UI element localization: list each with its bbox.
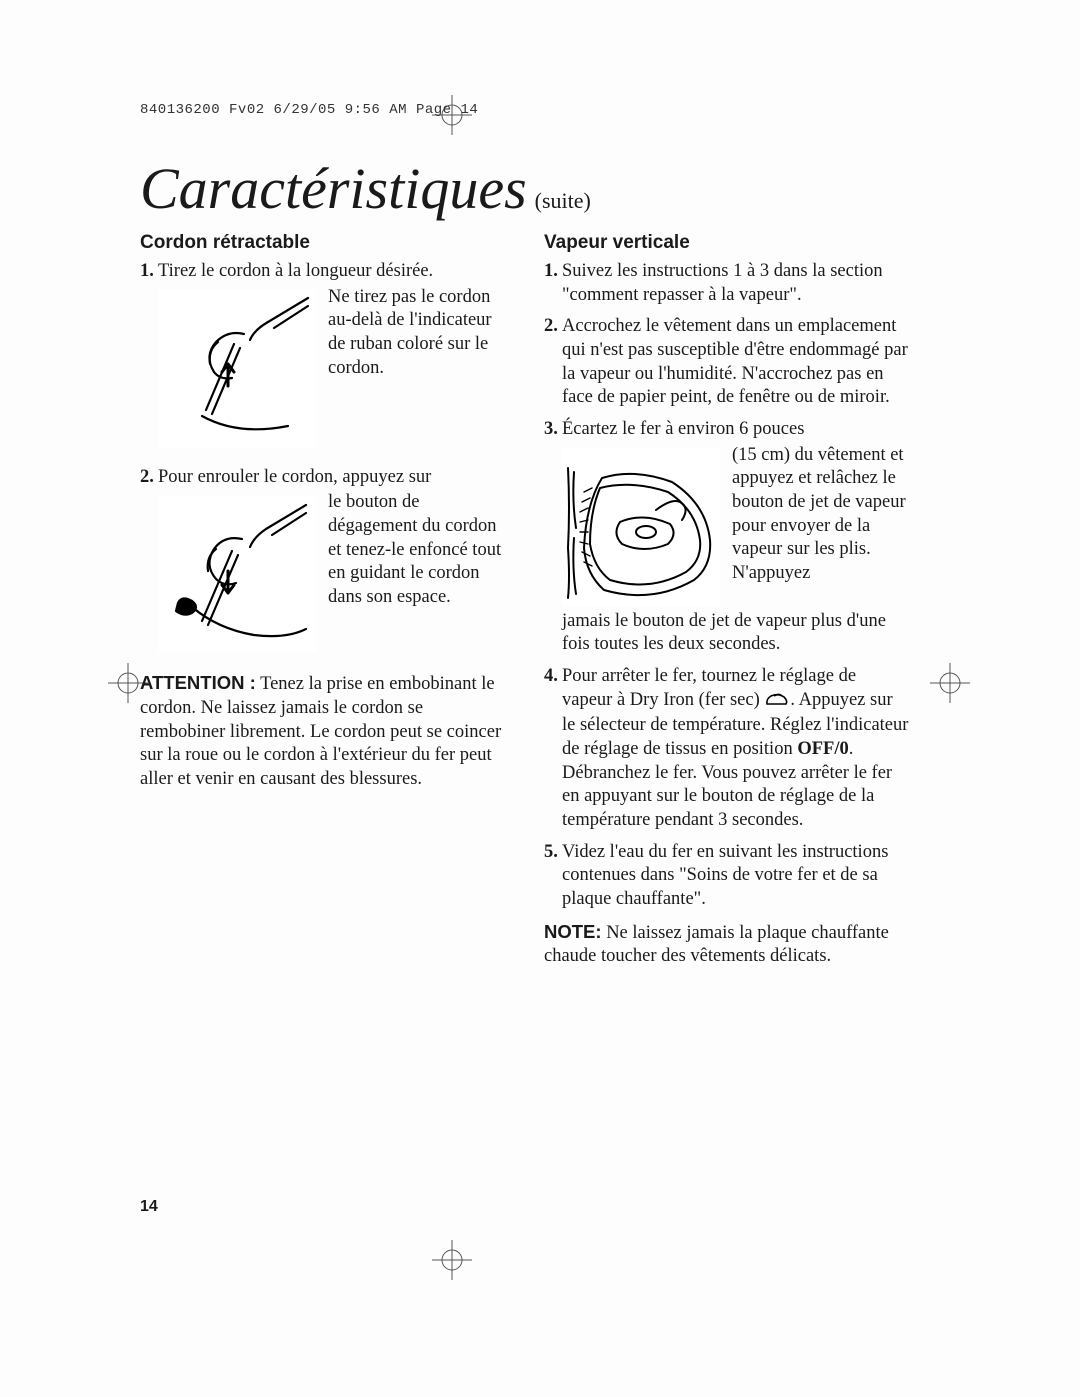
left-item1-wrap: Ne tirez pas le cordon au-delà de l'indi… <box>328 287 492 378</box>
left-column: Cordon rétractable 1. Tirez le cordon à … <box>140 232 506 977</box>
right-item3-tail: jamais le bouton de jet de vapeur plus d… <box>562 611 886 655</box>
right-item-5: 5. Videz l'eau du fer en suivant les ins… <box>544 841 910 912</box>
left-attention: ATTENTION : Tenez la prise en embobinant… <box>140 671 506 791</box>
right-item1-text: Suivez les instructions 1 à 3 dans la se… <box>562 260 910 307</box>
crop-mark-bottom <box>432 1240 472 1280</box>
right-column: Vapeur verticale 1. Suivez les instructi… <box>544 232 910 977</box>
left-item2-lead: Pour enrouler le cordon, appuyez sur <box>158 467 431 487</box>
list-number: 1. <box>544 260 562 307</box>
list-number: 2. <box>544 315 562 410</box>
left-item1-lead: Tirez le cordon à la longueur désirée. <box>158 261 433 281</box>
right-item4-off: OFF/0 <box>797 739 848 759</box>
right-item-3: 3. Écartez le fer à environ 6 pouces <box>544 418 910 657</box>
left-item-2: 2. Pour enrouler le cordon, appuyez sur <box>140 466 506 658</box>
title-main: Caractéristiques <box>140 156 527 221</box>
prepress-header: 840136200 Fv02 6/29/05 9:56 AM Page 14 <box>140 102 478 118</box>
list-number: 3. <box>544 418 562 657</box>
right-note: NOTE: Ne laissez jamais la plaque chauff… <box>544 920 910 969</box>
dry-iron-icon <box>764 691 790 715</box>
cord-pull-illustration <box>158 290 316 448</box>
page-content: Caractéristiques (suite) Cordon rétracta… <box>140 155 910 977</box>
left-item-1: 1. Tirez le cordon à la longueur désirée… <box>140 260 506 452</box>
right-item3-lead: Écartez le fer à environ 6 pouces <box>562 419 804 439</box>
page-number: 14 <box>140 1198 158 1216</box>
right-item5-text: Videz l'eau du fer en suivant les instru… <box>562 841 910 912</box>
left-heading: Cordon rétractable <box>140 232 506 254</box>
list-number: 2. <box>140 466 158 658</box>
vertical-steam-illustration <box>562 448 720 606</box>
list-number: 5. <box>544 841 562 912</box>
note-label: NOTE: <box>544 921 602 942</box>
right-item3-wrap: (15 cm) du vêtement et appuyez et relâch… <box>732 445 906 583</box>
page-title: Caractéristiques (suite) <box>140 155 910 222</box>
list-number: 1. <box>140 260 158 452</box>
list-number: 4. <box>544 665 562 833</box>
right-heading: Vapeur verticale <box>544 232 910 254</box>
left-item2-wrap: le bouton de dégagement du cordon et ten… <box>328 492 501 607</box>
crop-mark-right <box>930 663 970 703</box>
right-item-1: 1. Suivez les instructions 1 à 3 dans la… <box>544 260 910 307</box>
attention-label: ATTENTION : <box>140 672 256 693</box>
right-item-4: 4. Pour arrêter le fer, tournez le régla… <box>544 665 910 833</box>
title-suffix: (suite) <box>535 188 591 213</box>
right-item-2: 2. Accrochez le vêtement dans un emplace… <box>544 315 910 410</box>
right-item2-text: Accrochez le vêtement dans un emplacemen… <box>562 315 910 410</box>
cord-rewind-illustration <box>158 495 316 653</box>
